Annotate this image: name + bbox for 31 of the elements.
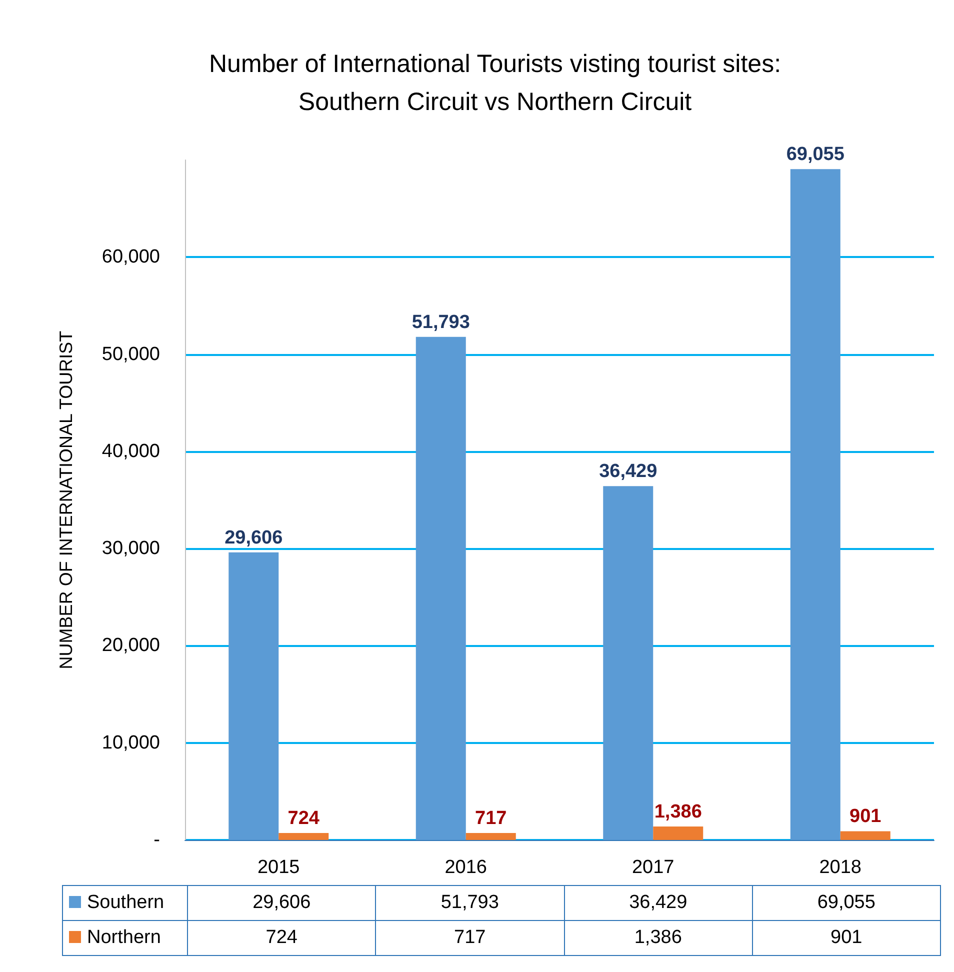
data-label: 901: [752, 920, 940, 956]
legend-label: Northern: [62, 920, 188, 956]
y-tick-label: 40,000: [102, 440, 160, 462]
data-label: 36,429: [564, 886, 752, 920]
y-tick-label: 10,000: [102, 732, 160, 754]
data-label: 724: [188, 920, 376, 956]
text: 1,386: [654, 802, 702, 823]
text: 51,793: [412, 312, 470, 333]
chart-title: Number of International Tourists visting tourist sites: Southern Circuit vs Northern Circuit: [208, 50, 782, 116]
data-label: 717: [376, 920, 564, 956]
y-tick-label: 20,000: [102, 635, 160, 656]
data-label: 1,386: [564, 920, 752, 956]
y-tick-label: 60,000: [102, 246, 160, 268]
data-label: 51,793: [376, 886, 564, 920]
data-label: 29,606: [188, 886, 376, 920]
x-tick-label: 2017: [632, 857, 674, 878]
text: 29,606: [224, 527, 283, 548]
x-tick-label: 2018: [819, 857, 862, 878]
x-tick-label: 2015: [257, 857, 300, 878]
text: 36,429: [599, 461, 658, 482]
y-tick-label: -: [154, 830, 160, 850]
text: 717: [475, 808, 507, 830]
text: 724: [288, 808, 320, 829]
y-axis-title: NUMBER OF INTERNATIONAL TOURIST: [56, 330, 76, 670]
data-label: 69,055: [752, 886, 940, 920]
text: 901: [850, 806, 882, 828]
text: 69,055: [786, 144, 844, 166]
legend-label: Southern: [62, 886, 188, 920]
y-tick-label: 30,000: [102, 538, 160, 560]
y-tick-label: 50,000: [102, 344, 160, 365]
x-tick-label: 2016: [444, 857, 488, 878]
